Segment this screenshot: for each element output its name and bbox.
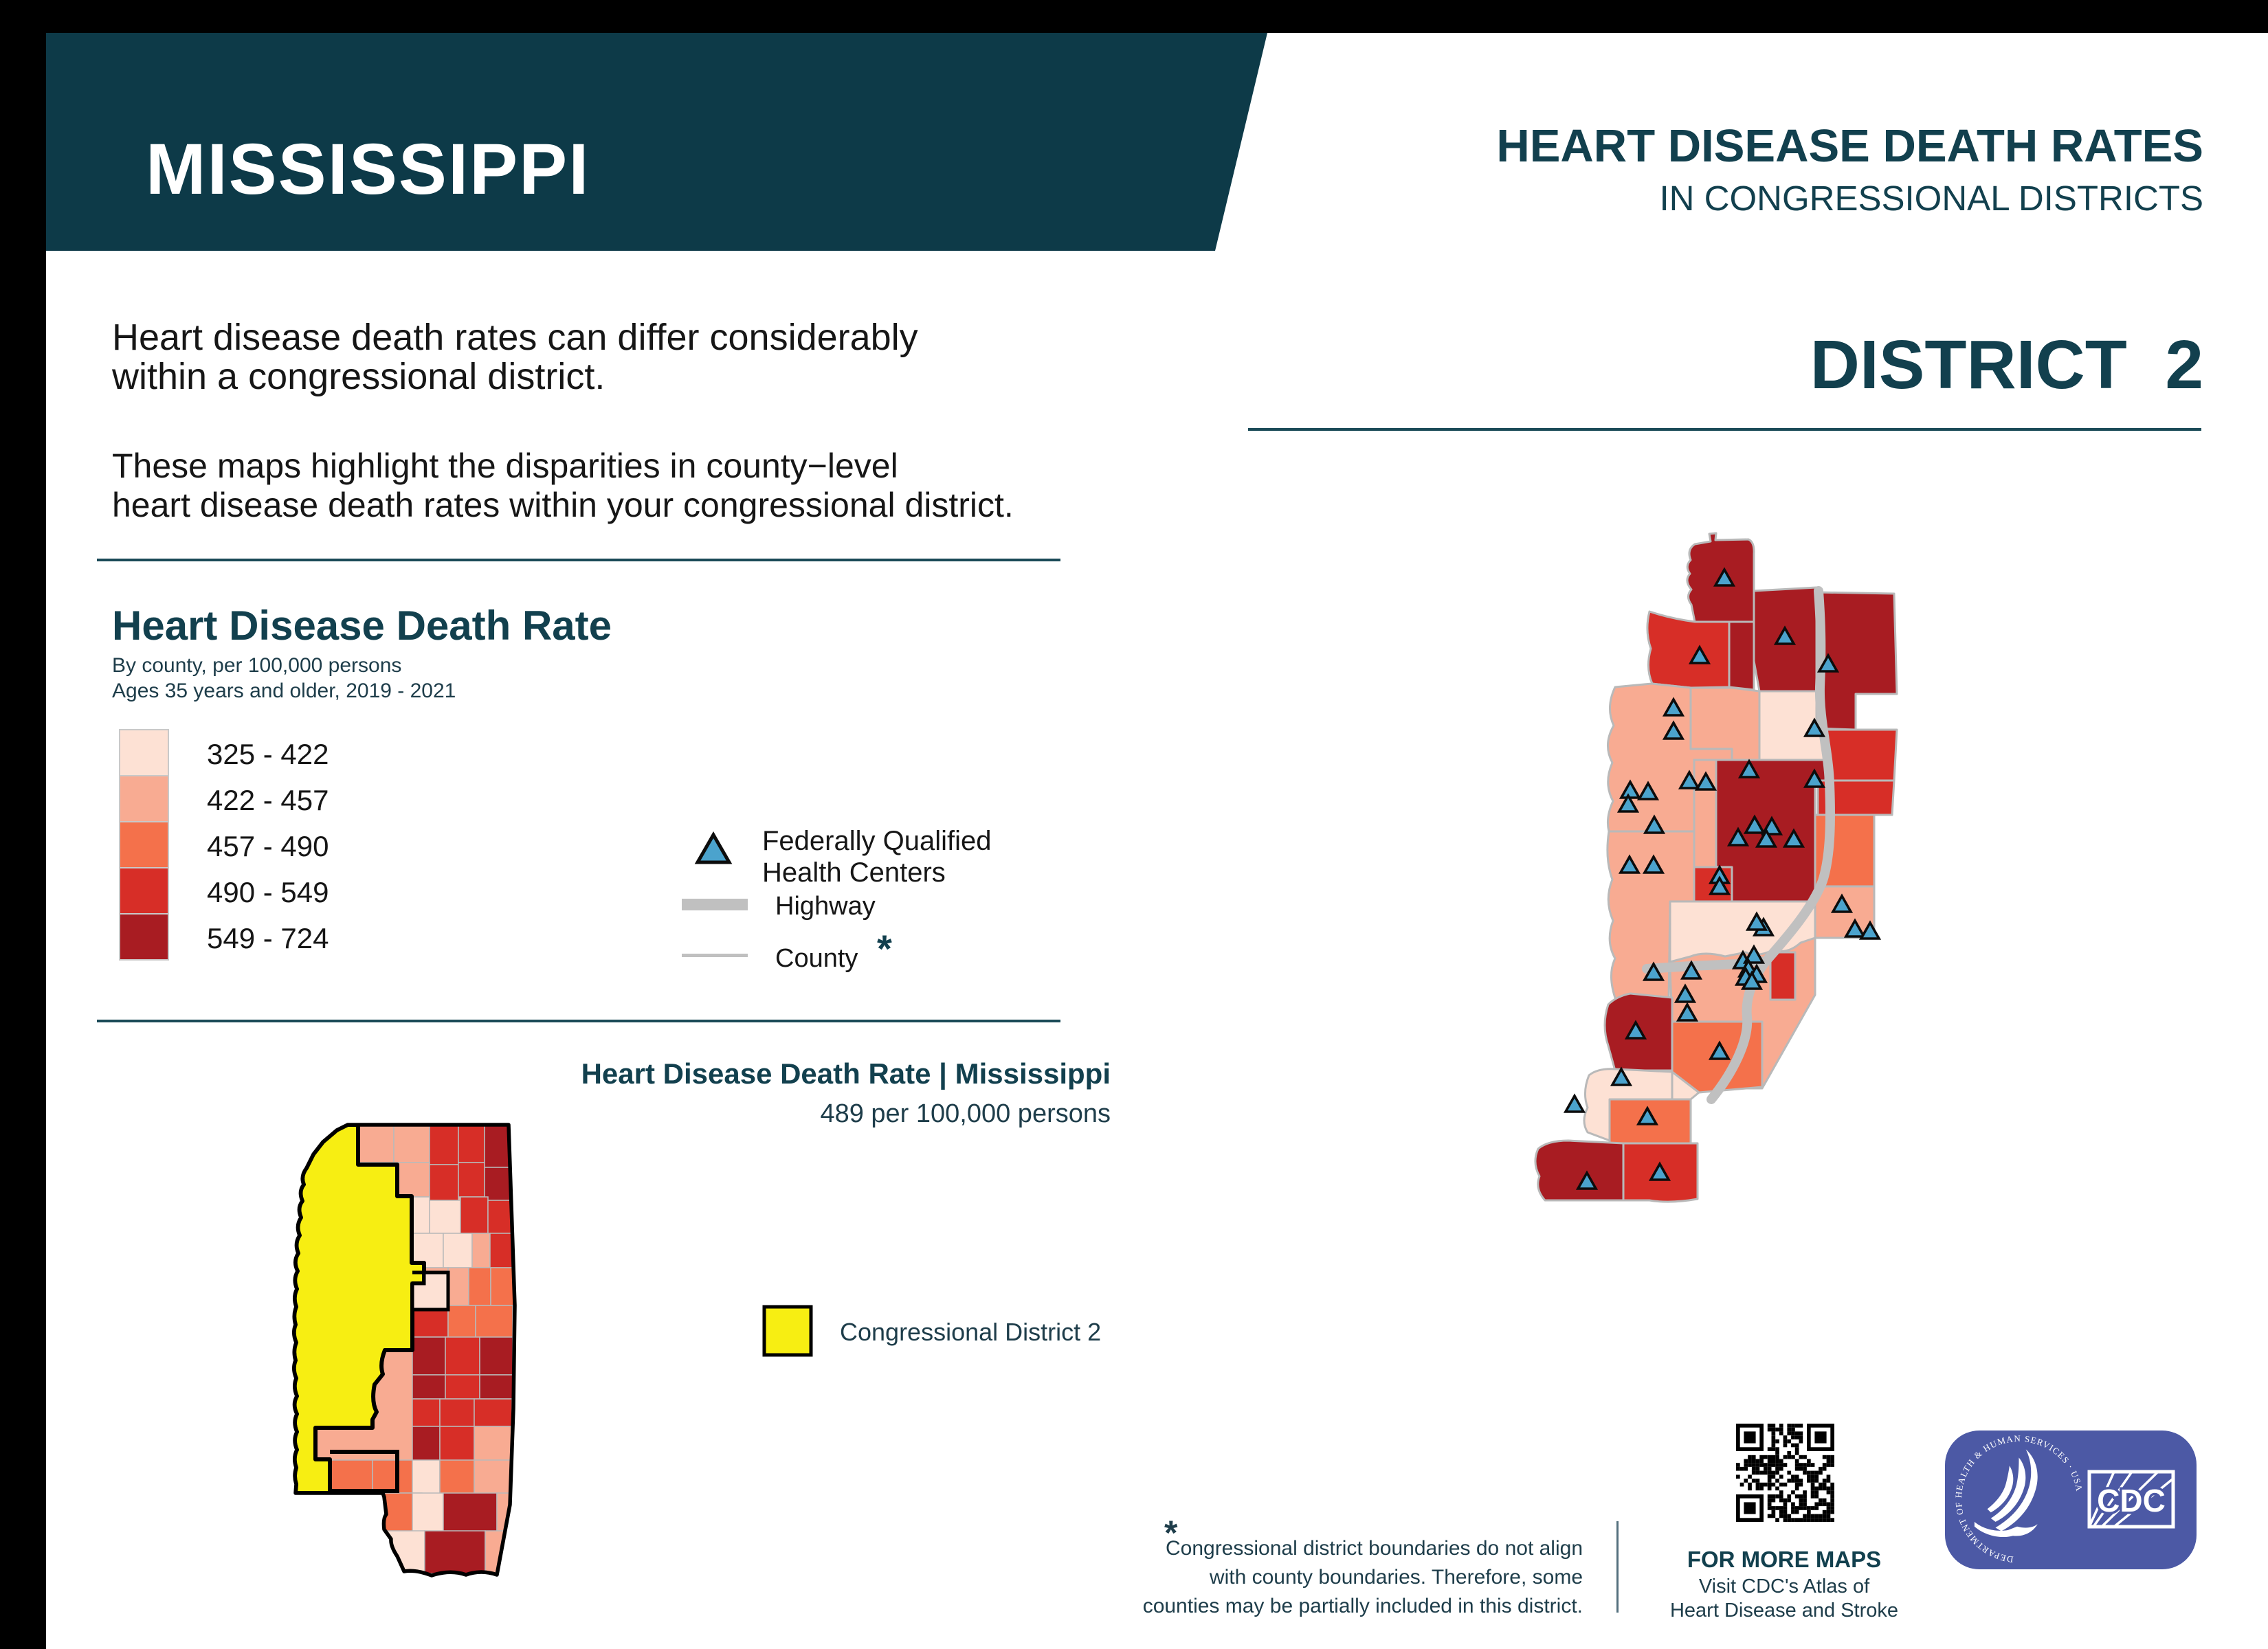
svg-text:FOR MORE MAPS: FOR MORE MAPS <box>1687 1547 1881 1572</box>
svg-text:325 - 422: 325 - 422 <box>207 738 329 770</box>
svg-text:549 - 724: 549 - 724 <box>207 922 329 954</box>
svg-text:Congressional district boundar: Congressional district boundaries do not… <box>1166 1537 1583 1560</box>
svg-text:Heart Disease Death Rate: Heart Disease Death Rate <box>112 603 612 649</box>
svg-text:heart disease death rates with: heart disease death rates within your co… <box>112 486 1014 524</box>
svg-text:counties may be partially incl: counties may be partially included in th… <box>1143 1595 1583 1617</box>
svg-text:County: County <box>775 944 858 973</box>
svg-text:Heart Disease Death Rate | Mis: Heart Disease Death Rate | Mississippi <box>581 1057 1111 1090</box>
svg-text:Visit CDC's Atlas of: Visit CDC's Atlas of <box>1699 1575 1870 1597</box>
svg-text:490 - 549: 490 - 549 <box>207 876 329 908</box>
svg-text:Ages 35 years and older, 2019: Ages 35 years and older, 2019 - 2021 <box>112 680 456 702</box>
svg-text:422 - 457: 422 - 457 <box>207 784 329 816</box>
svg-text:DISTRICT 2: DISTRICT 2 <box>1810 326 2203 403</box>
svg-text:These maps highlight the dispa: These maps highlight the disparities in … <box>112 447 898 485</box>
svg-text:*: * <box>1164 1514 1178 1552</box>
svg-text:Federally Qualified: Federally Qualified <box>762 826 992 856</box>
svg-text:IN CONGRESSIONAL DISTRICTS: IN CONGRESSIONAL DISTRICTS <box>1659 179 2203 218</box>
svg-text:Heart Disease and Stroke: Heart Disease and Stroke <box>1670 1600 1898 1622</box>
svg-text:*: * <box>877 927 892 970</box>
svg-text:MISSISSIPPI: MISSISSIPPI <box>146 129 590 210</box>
svg-text:Health Centers: Health Centers <box>762 857 946 888</box>
svg-text:489 per 100,000 persons: 489 per 100,000 persons <box>820 1099 1111 1128</box>
svg-text:within a congressional distric: within a congressional district. <box>111 356 605 397</box>
svg-text:with county boundaries. Theref: with county boundaries. Therefore, some <box>1209 1566 1583 1589</box>
svg-text:CDC: CDC <box>2097 1483 2166 1518</box>
svg-text:457 - 490: 457 - 490 <box>207 830 329 862</box>
svg-text:By county, per 100,000 persons: By county, per 100,000 persons <box>112 654 401 677</box>
svg-text:Congressional District 2: Congressional District 2 <box>840 1318 1101 1346</box>
svg-text:Heart disease death rates can: Heart disease death rates can differ con… <box>112 317 918 358</box>
svg-text:HEART DISEASE DEATH RATES: HEART DISEASE DEATH RATES <box>1496 120 2203 172</box>
svg-text:Highway: Highway <box>775 892 876 921</box>
